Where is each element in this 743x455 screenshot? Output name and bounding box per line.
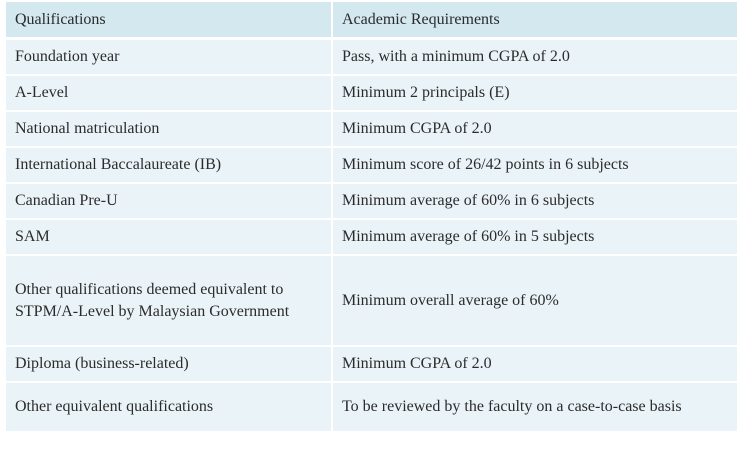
table-row: Other equivalent qualifications To be re… <box>6 382 737 431</box>
requirement-cell: Minimum score of 26/42 points in 6 subje… <box>331 147 737 184</box>
header-academic-requirements: Academic Requirements <box>331 2 737 40</box>
requirement-cell: Minimum average of 60% in 6 subjects <box>331 183 737 220</box>
requirement-cell: Minimum overall average of 60% <box>331 255 737 347</box>
table-row: A-Level Minimum 2 principals (E) <box>6 75 737 112</box>
table-body: Foundation year Pass, with a minimum CGP… <box>6 38 737 431</box>
requirements-table: Qualifications Academic Requirements Fou… <box>6 2 737 431</box>
table-row: Diploma (business-related) Minimum CGPA … <box>6 346 737 383</box>
qualification-cell: SAM <box>6 219 332 256</box>
qualification-cell: International Baccalaureate (IB) <box>6 147 332 184</box>
qualification-cell: Canadian Pre-U <box>6 183 332 220</box>
requirement-cell: Pass, with a minimum CGPA of 2.0 <box>331 38 737 76</box>
qualification-cell: A-Level <box>6 75 332 112</box>
requirement-cell: Minimum average of 60% in 5 subjects <box>331 219 737 256</box>
table-row: Canadian Pre-U Minimum average of 60% in… <box>6 183 737 220</box>
table-row: Other qualifications deemed equivalent t… <box>6 255 737 347</box>
requirement-cell: To be reviewed by the faculty on a case-… <box>331 382 737 431</box>
table-row: National matriculation Minimum CGPA of 2… <box>6 111 737 148</box>
table-row: International Baccalaureate (IB) Minimum… <box>6 147 737 184</box>
qualification-cell: Diploma (business-related) <box>6 346 332 383</box>
qualification-cell: Foundation year <box>6 38 332 76</box>
header-qualifications: Qualifications <box>6 2 332 40</box>
requirement-cell: Minimum CGPA of 2.0 <box>331 111 737 148</box>
table-row: Foundation year Pass, with a minimum CGP… <box>6 38 737 76</box>
requirement-cell: Minimum 2 principals (E) <box>331 75 737 112</box>
header-row: Qualifications Academic Requirements <box>6 2 737 40</box>
qualification-cell: Other equivalent qualifications <box>15 398 214 415</box>
qualification-cell: Other qualifications deemed equivalent t… <box>6 255 332 347</box>
table-row: SAM Minimum average of 60% in 5 subjects <box>6 219 737 256</box>
requirement-cell: Minimum CGPA of 2.0 <box>331 346 737 383</box>
qualification-cell: National matriculation <box>6 111 332 148</box>
table-header: Qualifications Academic Requirements <box>6 2 737 40</box>
